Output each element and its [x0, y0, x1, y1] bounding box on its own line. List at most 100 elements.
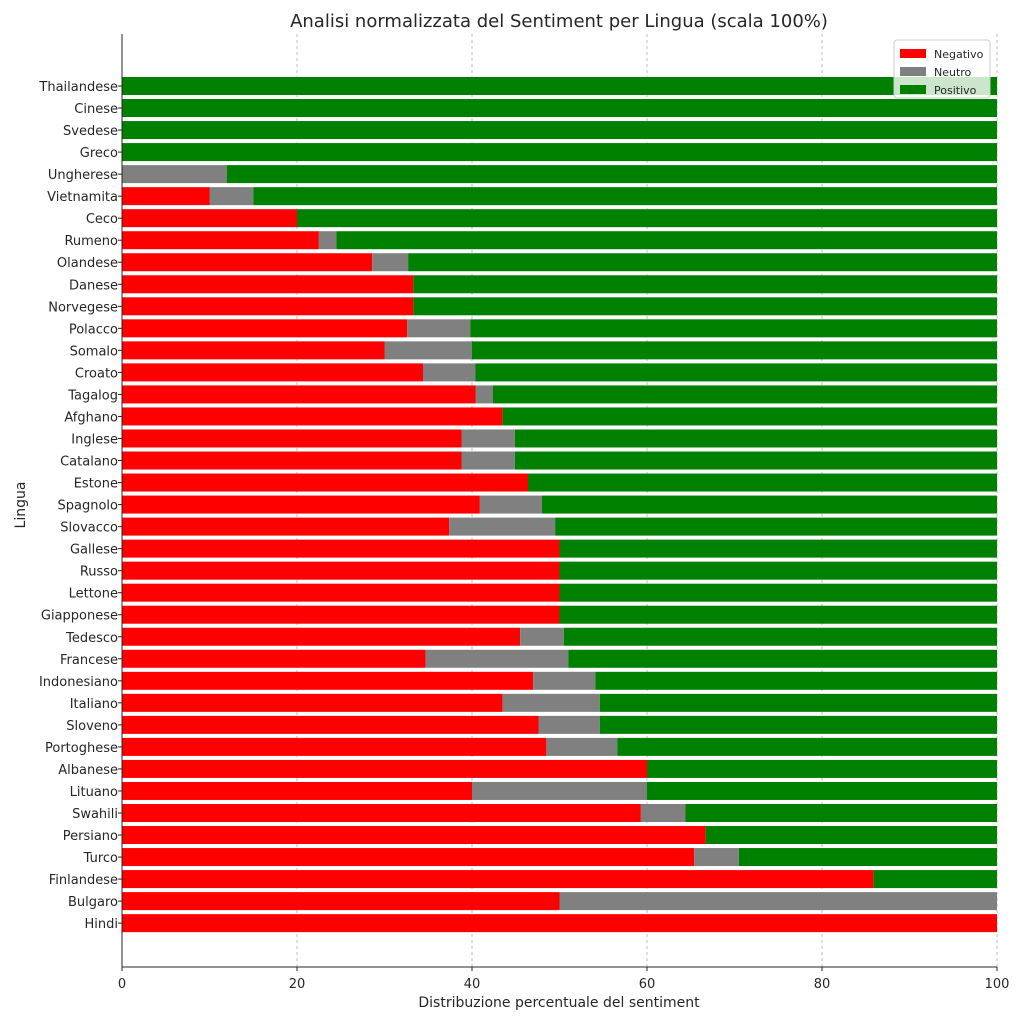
bar-positivo [559, 605, 997, 624]
bar-negativo [122, 275, 414, 294]
y-tick-label: Lettone [69, 587, 118, 602]
bar-neutro [472, 781, 647, 800]
bar-positivo [559, 583, 997, 602]
bar-neutro [479, 495, 542, 514]
bar-neutro [423, 363, 476, 382]
bar-neutro [461, 451, 515, 470]
bar-positivo [336, 231, 997, 250]
bar-negativo [122, 627, 521, 646]
bar-positivo [685, 803, 997, 822]
bar-negativo [122, 319, 408, 338]
chart-title: Analisi normalizzata del Sentiment per L… [290, 11, 828, 32]
bar-negativo [122, 803, 641, 822]
legend-swatch [900, 67, 926, 76]
bar-positivo [555, 517, 997, 536]
y-tick-label: Danese [69, 278, 118, 293]
bar-negativo [122, 473, 528, 492]
bar-neutro [318, 231, 337, 250]
y-tick-label: Olandese [57, 256, 118, 271]
bar-negativo [122, 671, 534, 690]
bar-positivo [514, 429, 997, 448]
x-tick-label: 60 [639, 977, 656, 992]
y-tick-label: Tagalog [67, 388, 118, 403]
x-tick-label: 100 [985, 977, 1010, 992]
bar-positivo [617, 737, 997, 756]
y-tick-label: Slovacco [60, 521, 118, 536]
bar-positivo [253, 187, 997, 206]
bar-negativo [122, 649, 426, 668]
bar-negativo [122, 385, 476, 404]
bar-negativo [122, 605, 560, 624]
bar-negativo [122, 848, 695, 867]
bar-positivo [297, 209, 997, 228]
bar-positivo [408, 253, 997, 272]
y-tick-label: Finlandese [49, 873, 118, 888]
axes [121, 34, 997, 968]
bar-negativo [122, 737, 547, 756]
bar-neutro [640, 803, 686, 822]
bar-positivo [563, 627, 997, 646]
y-tick-label: Bulgaro [68, 895, 118, 910]
y-tick-label: Sloveno [66, 719, 118, 734]
bar-positivo [873, 870, 997, 889]
y-tick-label: Svedese [63, 124, 118, 139]
bar-negativo [122, 517, 450, 536]
bar-positivo [647, 759, 997, 778]
y-axis-label: Lingua [13, 482, 29, 529]
bar-neutro [546, 737, 618, 756]
bar-negativo [122, 781, 472, 800]
bar-positivo [122, 143, 997, 162]
y-tick-label: Catalano [60, 455, 118, 470]
y-tick-label: Giapponese [41, 609, 118, 624]
y-tick-label: Greco [80, 146, 118, 161]
y-tick-label: Estone [74, 477, 118, 492]
y-tick-label: Swahili [72, 807, 118, 822]
bar-positivo [472, 341, 997, 360]
bar-neutro [449, 517, 556, 536]
bar-negativo [122, 297, 414, 316]
bar-neutro [384, 341, 472, 360]
y-tick-label: Ceco [86, 212, 118, 227]
bar-positivo [413, 275, 997, 294]
bar-neutro [694, 848, 739, 867]
bar-negativo [122, 892, 560, 911]
bar-negativo [122, 363, 423, 382]
bar-negativo [122, 209, 297, 228]
y-tick-label: Hindi [85, 917, 119, 932]
y-tick-label: Afghano [64, 410, 118, 425]
y-tick-label: Francese [60, 653, 118, 668]
legend-swatch [900, 85, 926, 94]
bar-positivo [413, 297, 997, 316]
bar-negativo [122, 715, 539, 734]
legend-label: Negativo [934, 48, 984, 61]
bar-neutro [122, 165, 227, 184]
bar-neutro [533, 671, 596, 690]
y-tick-label: Inglese [71, 432, 118, 447]
legend: Negativo Neutro Positivo [893, 39, 991, 99]
bar-positivo [502, 407, 997, 426]
bar-positivo [705, 826, 997, 845]
legend-swatch [900, 49, 926, 58]
y-tick-label: Spagnolo [58, 499, 119, 514]
y-tick-label: Rumeno [64, 234, 118, 249]
bar-negativo [122, 759, 647, 778]
bar-neutro [475, 385, 493, 404]
bar-positivo [559, 561, 997, 580]
bar-neutro [425, 649, 569, 668]
bar-neutro [209, 187, 254, 206]
bar-positivo [122, 77, 997, 95]
bar-negativo [122, 231, 319, 250]
y-tick-label: Cinese [74, 102, 118, 117]
y-tick-label: Indonesiano [39, 675, 118, 690]
legend-label: Positivo [934, 84, 977, 97]
bar-positivo [599, 715, 997, 734]
bar-positivo [528, 473, 997, 492]
bar-positivo [122, 99, 997, 118]
bar-positivo [738, 848, 997, 867]
y-tick-label: Portoghese [45, 741, 118, 756]
x-tick-label: 20 [289, 977, 306, 992]
bar-neutro [372, 253, 409, 272]
bar-negativo [122, 914, 997, 933]
bar-positivo [470, 319, 997, 338]
x-axis-label: Distribuzione percentuale del sentiment [418, 995, 700, 1011]
